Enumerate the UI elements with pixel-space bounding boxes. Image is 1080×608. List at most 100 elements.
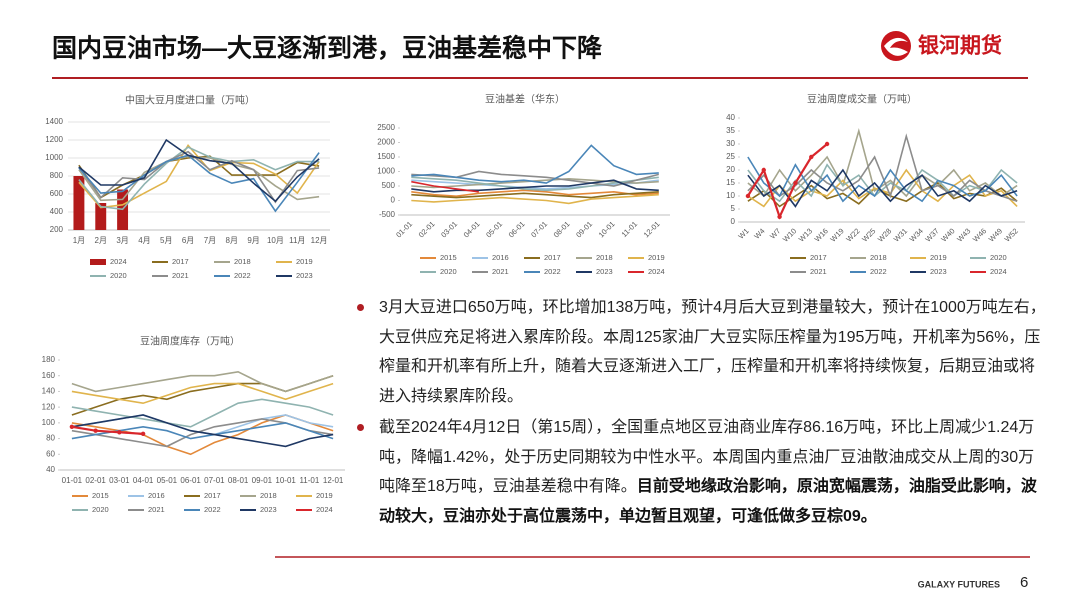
y-tick-label: 2000 [377, 138, 395, 147]
x-tick-label: 05-01 [484, 219, 504, 239]
y-tick-label: 180 [42, 355, 56, 364]
x-tick-label: W40 [939, 226, 956, 243]
x-tick-label: 08-01 [552, 219, 572, 239]
y-tick-label: 0 [391, 196, 396, 205]
logo-text: 银河期货 [918, 34, 1002, 58]
legend-label: 2017 [810, 253, 827, 262]
legend-label: 2017 [172, 257, 189, 266]
y-tick-label: 1400 [45, 117, 63, 126]
x-tick-label: 09-01 [574, 219, 594, 239]
y-tick-label: 30 [726, 139, 735, 148]
series-line [71, 382, 334, 405]
x-tick-label: 02-01 [417, 219, 437, 239]
x-tick-label: 7月 [204, 236, 216, 245]
point [93, 428, 98, 433]
legend-label: 2024 [648, 267, 665, 276]
y-tick-label: 20 [726, 165, 735, 174]
series-line [411, 189, 659, 198]
series-line [71, 398, 334, 428]
series-line [747, 156, 1018, 203]
x-tick-label: 4月 [138, 236, 150, 245]
text-body: 3月大豆进口650万吨，环比增加138万吨，预计4月后大豆到港量较大，预计在10… [355, 293, 1047, 533]
x-tick-label: 12-01 [323, 476, 344, 485]
legend-swatch [90, 259, 106, 265]
x-tick-label: 8月 [226, 236, 238, 245]
x-tick-label: W13 [797, 226, 814, 243]
x-tick-label: 03-01 [109, 476, 130, 485]
x-tick-label: 07-01 [529, 219, 549, 239]
x-tick-label: 12月 [311, 236, 328, 245]
x-tick-label: W49 [987, 226, 1004, 243]
footer-brand: GALAXY FUTURES [918, 579, 1000, 589]
y-tick-label: 400 [50, 207, 64, 216]
series-line [747, 168, 1018, 208]
x-tick-label: 04-01 [462, 219, 482, 239]
y-tick-label: 0 [731, 217, 736, 226]
series-line [411, 176, 659, 192]
x-tick-label: W16 [813, 226, 830, 243]
legend-label: 2017 [544, 253, 561, 262]
legend-label: 2021 [172, 271, 189, 280]
legend-label: 2020 [440, 267, 457, 276]
x-tick-label: 06-01 [180, 476, 201, 485]
bar [95, 203, 107, 230]
y-tick-label: 100 [42, 418, 56, 427]
legend-label: 2024 [990, 267, 1007, 276]
y-tick-label: 800 [50, 171, 64, 180]
y-tick-label: 200 [50, 225, 64, 234]
series-line [746, 143, 828, 220]
series-line [747, 168, 1018, 208]
legend-label: 2020 [990, 253, 1007, 262]
y-tick-label: 35 [726, 126, 735, 135]
point [69, 424, 75, 429]
y-tick-label: 1200 [45, 135, 63, 144]
legend-label: 2023 [260, 505, 277, 514]
series-line [411, 180, 479, 193]
x-tick-label: 04-01 [133, 476, 154, 485]
legend-label: 2019 [316, 491, 333, 500]
legend-label: 2021 [492, 267, 509, 276]
slide-title: 国内豆油市场—大豆逐渐到港，豆油基差稳中下降 [52, 34, 603, 63]
x-tick-label: 05-01 [157, 476, 178, 485]
legend-label: 2022 [234, 271, 251, 280]
x-tick-label: 06-01 [507, 219, 527, 239]
bullet: 3月大豆进口650万吨，环比增加138万吨，预计4月后大豆到港量较大，预计在10… [355, 293, 1047, 411]
series-line [747, 163, 1018, 203]
logo-swoosh [884, 37, 908, 56]
x-tick-label: 12-01 [642, 219, 662, 239]
x-tick-label: 11月 [289, 236, 305, 245]
x-tick-label: W46 [971, 226, 988, 243]
legend-label: 2018 [260, 491, 277, 500]
x-tick-label: W25 [860, 226, 877, 243]
legend-label: 2020 [110, 271, 127, 280]
x-tick-label: 09-01 [252, 476, 273, 485]
legend-label: 2019 [296, 257, 313, 266]
logo: 银河期货 [881, 31, 1002, 61]
series-line [411, 191, 659, 199]
x-tick-label: 1月 [73, 236, 85, 245]
series-line [78, 138, 320, 203]
y-tick-label: 1000 [377, 167, 395, 176]
legend-label: 2024 [110, 257, 127, 266]
legend-label: 2023 [296, 271, 313, 280]
series-line [411, 193, 659, 205]
bullet-bold: 目前受地缘政治影响，原油宽幅震荡，油脂受此影响，波动较大，豆油亦处于高位震荡中，… [379, 478, 1037, 525]
x-tick-label: W43 [955, 226, 972, 243]
x-tick-label: 11-01 [620, 219, 640, 239]
x-tick-label: W7 [768, 226, 782, 240]
x-tick-label: W22 [844, 226, 861, 243]
y-tick-label: 1500 [377, 152, 395, 161]
series-line [78, 146, 320, 211]
x-tick-label: 01-01 [62, 476, 83, 485]
legend-label: 2018 [234, 257, 251, 266]
y-tick-label: 140 [42, 387, 56, 396]
series-line [411, 179, 659, 193]
x-tick-label: 07-01 [204, 476, 225, 485]
y-tick-label: 120 [42, 402, 56, 411]
series-line [71, 414, 334, 448]
legend-label: 2021 [810, 267, 827, 276]
legend-label: 2019 [930, 253, 947, 262]
legend-label: 2023 [596, 267, 613, 276]
